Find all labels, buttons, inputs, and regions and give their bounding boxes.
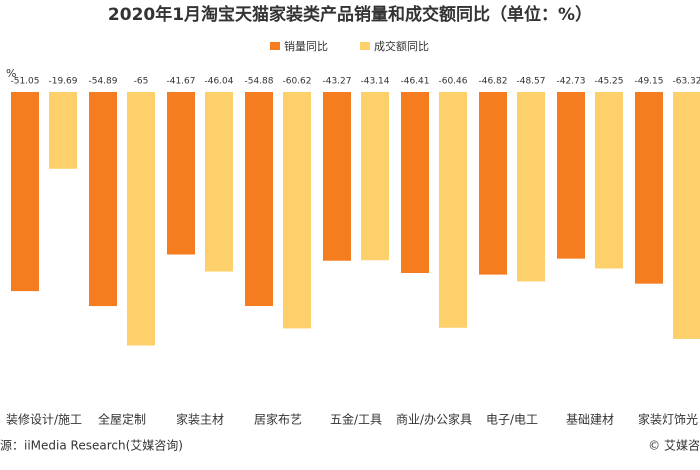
x-tick-label: 全屋定制 [98,412,146,427]
bar [595,92,623,269]
value-label: -41.67 [166,77,195,87]
bar [283,92,311,329]
value-label: -54.89 [88,77,117,87]
x-tick-label: 居家布艺 [254,412,302,427]
x-tick-label: 家装主材 [176,412,224,427]
legend-label: 成交额同比 [374,39,429,53]
bar [439,92,467,328]
legend-label: 销量同比 [284,39,328,53]
x-tick-label: 基础建材 [566,413,614,427]
value-label: -46.82 [478,77,507,87]
bar [49,92,77,169]
bar [635,92,663,284]
value-label: -60.62 [282,77,311,87]
bar [205,92,233,272]
bar [401,92,429,273]
bar [167,92,195,255]
value-label: -45.25 [594,77,623,87]
y-unit: % [6,67,16,80]
bar [673,92,700,339]
x-tick-label: 商业/办公家具 [396,412,472,427]
value-label: -19.69 [48,77,77,87]
bar [127,92,155,346]
value-label: -43.27 [322,77,351,87]
value-label: -63.32 [672,77,700,87]
value-label: -49.15 [634,77,663,87]
value-label: -51.05 [10,77,39,87]
value-label: -46.04 [204,77,233,87]
copyright: © 艾媒咨 [648,438,700,453]
x-tick-label: 电子/电工 [486,413,538,427]
value-label: -42.73 [556,77,585,87]
value-label: -54.88 [244,77,273,87]
value-label: -46.41 [400,77,429,87]
x-tick-label: 五金/工具 [330,412,382,427]
legend-swatch [270,42,280,50]
bar [557,92,585,259]
value-label: -60.46 [438,77,467,87]
bar [323,92,351,261]
value-label: -65 [134,77,149,87]
bar [11,92,39,292]
value-label: -43.14 [360,77,389,87]
bar [479,92,507,275]
legend-swatch [360,42,370,50]
x-tick-label: 装修设计/施工 [6,412,82,427]
chart-title: 2020年1月淘宝天猫家装类产品销量和成交额同比（单位：%） [108,4,592,25]
bar [361,92,389,261]
x-tick-label: 家装灯饰光 [638,412,698,427]
bar [517,92,545,282]
bar [245,92,273,307]
source: 源：iiMedia Research(艾媒咨询) [0,438,183,453]
value-label: -48.57 [516,77,545,87]
bar [89,92,117,307]
